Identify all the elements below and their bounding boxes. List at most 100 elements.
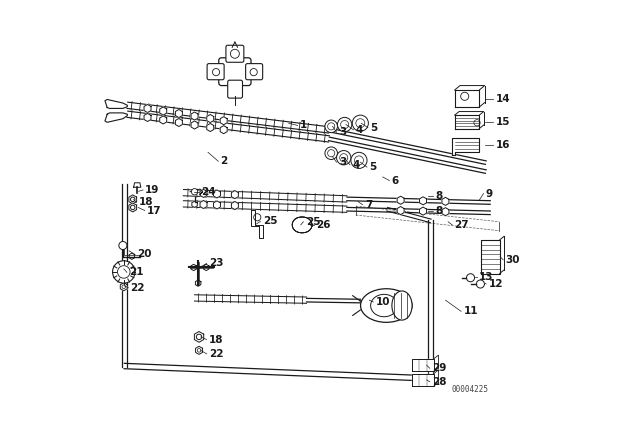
Text: 30: 30 [506,255,520,265]
Text: 20: 20 [137,250,152,259]
Polygon shape [232,202,238,210]
Text: 28: 28 [432,377,447,387]
Polygon shape [160,116,166,124]
Polygon shape [192,201,197,207]
Text: 9: 9 [486,189,493,198]
Polygon shape [144,104,151,112]
Polygon shape [195,280,201,286]
Circle shape [191,189,198,195]
Text: 17: 17 [147,206,162,215]
Polygon shape [207,115,214,123]
Circle shape [196,334,202,340]
Polygon shape [129,253,134,259]
Polygon shape [191,112,198,120]
Text: 00004225: 00004225 [452,385,488,394]
Text: 1: 1 [300,121,307,130]
FancyBboxPatch shape [246,64,262,80]
Polygon shape [481,240,500,273]
Text: 22: 22 [131,283,145,293]
Text: 6: 6 [392,176,399,185]
Circle shape [325,120,337,133]
Polygon shape [134,183,141,187]
Text: 16: 16 [495,140,510,150]
Polygon shape [120,283,127,291]
Text: 14: 14 [495,94,510,103]
Text: 18: 18 [209,335,223,345]
Circle shape [476,280,484,288]
Text: 21: 21 [129,267,143,277]
Polygon shape [454,90,479,107]
Polygon shape [452,138,479,155]
Polygon shape [191,264,196,271]
Circle shape [119,241,127,250]
Polygon shape [250,210,263,238]
Polygon shape [160,107,166,115]
Text: 8: 8 [435,191,442,201]
Polygon shape [220,125,227,134]
Polygon shape [454,115,479,129]
Circle shape [351,152,367,168]
FancyBboxPatch shape [207,64,224,80]
Polygon shape [175,109,182,117]
Polygon shape [420,207,426,215]
Text: 19: 19 [145,185,159,195]
Text: 4: 4 [356,125,364,135]
Polygon shape [220,116,227,125]
Text: 8: 8 [435,206,442,215]
Circle shape [467,274,474,282]
Polygon shape [144,113,151,121]
Text: 3: 3 [339,157,346,167]
Circle shape [131,205,135,210]
Text: 5: 5 [370,123,378,133]
Polygon shape [397,196,404,204]
Polygon shape [195,332,204,342]
Text: 3: 3 [339,127,346,137]
Text: 2: 2 [221,156,228,166]
Polygon shape [232,190,238,198]
Circle shape [337,117,352,132]
Polygon shape [214,190,220,198]
Polygon shape [200,190,207,198]
Polygon shape [442,197,449,205]
Polygon shape [207,124,214,132]
Text: 18: 18 [138,198,153,207]
Polygon shape [105,99,127,108]
Text: 29: 29 [432,363,446,373]
Polygon shape [412,374,434,386]
Text: 15: 15 [495,117,510,127]
Circle shape [352,115,369,131]
Text: 12: 12 [488,279,503,289]
Text: 10: 10 [376,297,390,307]
Text: 4: 4 [352,160,360,170]
Text: 22: 22 [209,349,223,359]
Polygon shape [200,200,207,208]
Text: 25: 25 [306,217,320,227]
Polygon shape [204,264,209,271]
FancyBboxPatch shape [219,58,251,86]
Polygon shape [129,203,136,212]
Ellipse shape [392,291,412,320]
Polygon shape [442,207,449,215]
Text: 24: 24 [201,187,216,197]
Text: 7: 7 [365,200,372,210]
Polygon shape [191,121,198,129]
Circle shape [337,151,351,165]
Polygon shape [105,113,127,122]
Text: 25: 25 [262,216,277,226]
Polygon shape [214,201,220,209]
FancyBboxPatch shape [228,80,243,98]
Text: 11: 11 [463,306,478,316]
Text: 26: 26 [316,220,331,230]
Text: 5: 5 [369,162,376,172]
Ellipse shape [360,289,412,323]
Polygon shape [129,195,136,204]
Polygon shape [397,207,404,215]
FancyBboxPatch shape [226,45,244,62]
Text: 27: 27 [454,220,469,230]
Polygon shape [196,346,202,354]
Text: 13: 13 [479,272,493,282]
Circle shape [325,147,337,159]
Circle shape [113,261,135,283]
Text: 23: 23 [209,258,223,268]
Circle shape [131,197,135,202]
